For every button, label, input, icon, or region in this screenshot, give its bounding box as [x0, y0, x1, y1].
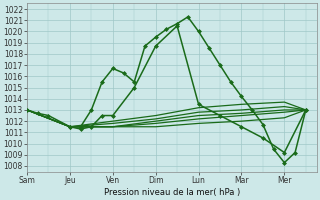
X-axis label: Pression niveau de la mer( hPa ): Pression niveau de la mer( hPa ): [104, 188, 240, 197]
